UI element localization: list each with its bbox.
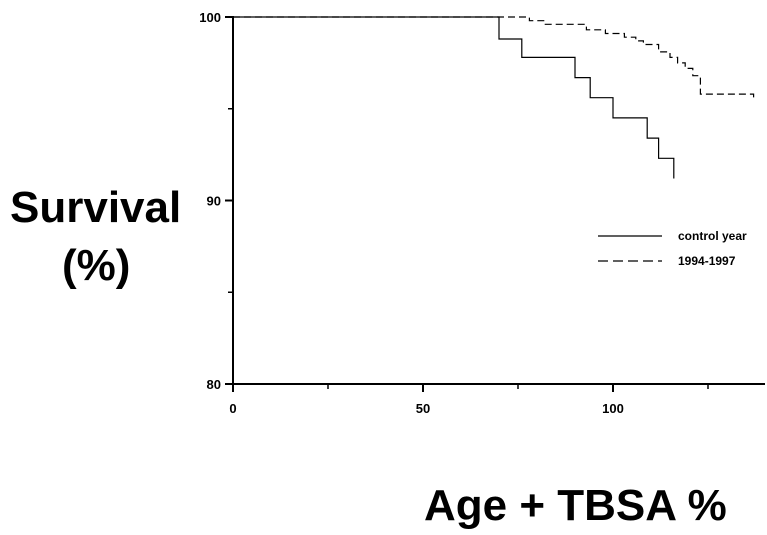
- y-tick-label: 100: [199, 10, 221, 25]
- y-tick-label: 90: [207, 194, 221, 209]
- series-line-1: [233, 16, 675, 179]
- series-line-2: [233, 16, 755, 100]
- y-axis-title-line2: (%): [62, 241, 130, 290]
- y-axis-title-line1: Survival: [10, 183, 181, 232]
- x-axis-title: Age + TBSA %: [424, 481, 727, 530]
- x-tick-label: 50: [416, 401, 430, 416]
- series-layer: [233, 16, 755, 179]
- legend-label-2: 1994-1997: [678, 254, 736, 268]
- x-tick-label: 100: [602, 401, 624, 416]
- ticks: 80 90 100 0 50 100: [199, 10, 709, 416]
- y-tick-label: 80: [207, 377, 221, 392]
- axes: [232, 16, 765, 385]
- legend: control year 1994-1997: [598, 229, 747, 268]
- legend-label-1: control year: [678, 229, 747, 243]
- x-tick-label: 0: [229, 401, 236, 416]
